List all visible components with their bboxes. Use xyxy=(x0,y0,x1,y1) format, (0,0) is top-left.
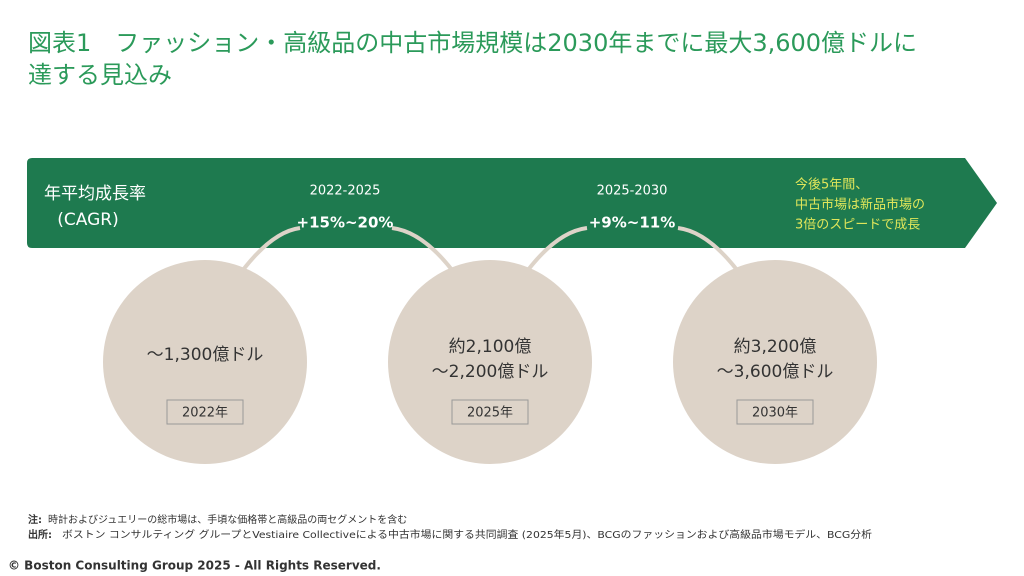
band-label: (CAGR) xyxy=(57,210,118,230)
circle xyxy=(673,260,877,464)
period: 2025-2030 xyxy=(597,184,668,199)
band-note: 3倍のスピードで成長 xyxy=(795,218,920,233)
band-note: 中古市場は新品市場の xyxy=(795,197,925,213)
circle-value: 約2,100億 xyxy=(449,337,532,357)
year: 2030年 xyxy=(752,406,798,421)
circle xyxy=(388,260,592,464)
band-note: 今後5年間、 xyxy=(795,177,868,193)
year: 2022年 xyxy=(182,406,228,421)
band-label: 年平均成長率 xyxy=(44,184,146,204)
year: 2025年 xyxy=(467,406,513,421)
copyright: © Boston Consulting Group 2025 - All Rig… xyxy=(8,559,381,573)
connector xyxy=(677,226,745,280)
rate: +15%~20% xyxy=(297,214,394,232)
year-box xyxy=(166,399,244,425)
year-box xyxy=(736,399,814,425)
note-label: 注: xyxy=(28,513,42,526)
year-box xyxy=(451,399,529,425)
connector xyxy=(520,226,588,280)
connector xyxy=(391,226,460,280)
title: 図表1 ファッション・高級品の中古市場規模は2030年までに最大3,600億ドル… xyxy=(28,29,917,57)
circle-value: ～1,300億ドル xyxy=(147,345,264,365)
note: 時計およびジュエリーの総市場は、手頃な価格帯と高級品の両セグメントを含む xyxy=(48,513,407,526)
cagr-band xyxy=(27,158,997,248)
circle-value: 約3,200億 xyxy=(734,337,817,357)
circle xyxy=(103,260,307,464)
title: 達する見込み xyxy=(28,61,172,89)
source: ボストン コンサルティング グループとVestiaire Collectiveに… xyxy=(62,528,872,541)
rate: +9%~11% xyxy=(589,214,676,232)
connector xyxy=(235,226,301,280)
circle-value: ～3,600億ドル xyxy=(717,362,834,382)
circle-value: ～2,200億ドル xyxy=(432,362,549,382)
source-label: 出所: xyxy=(28,528,52,541)
period: 2022-2025 xyxy=(310,184,381,199)
